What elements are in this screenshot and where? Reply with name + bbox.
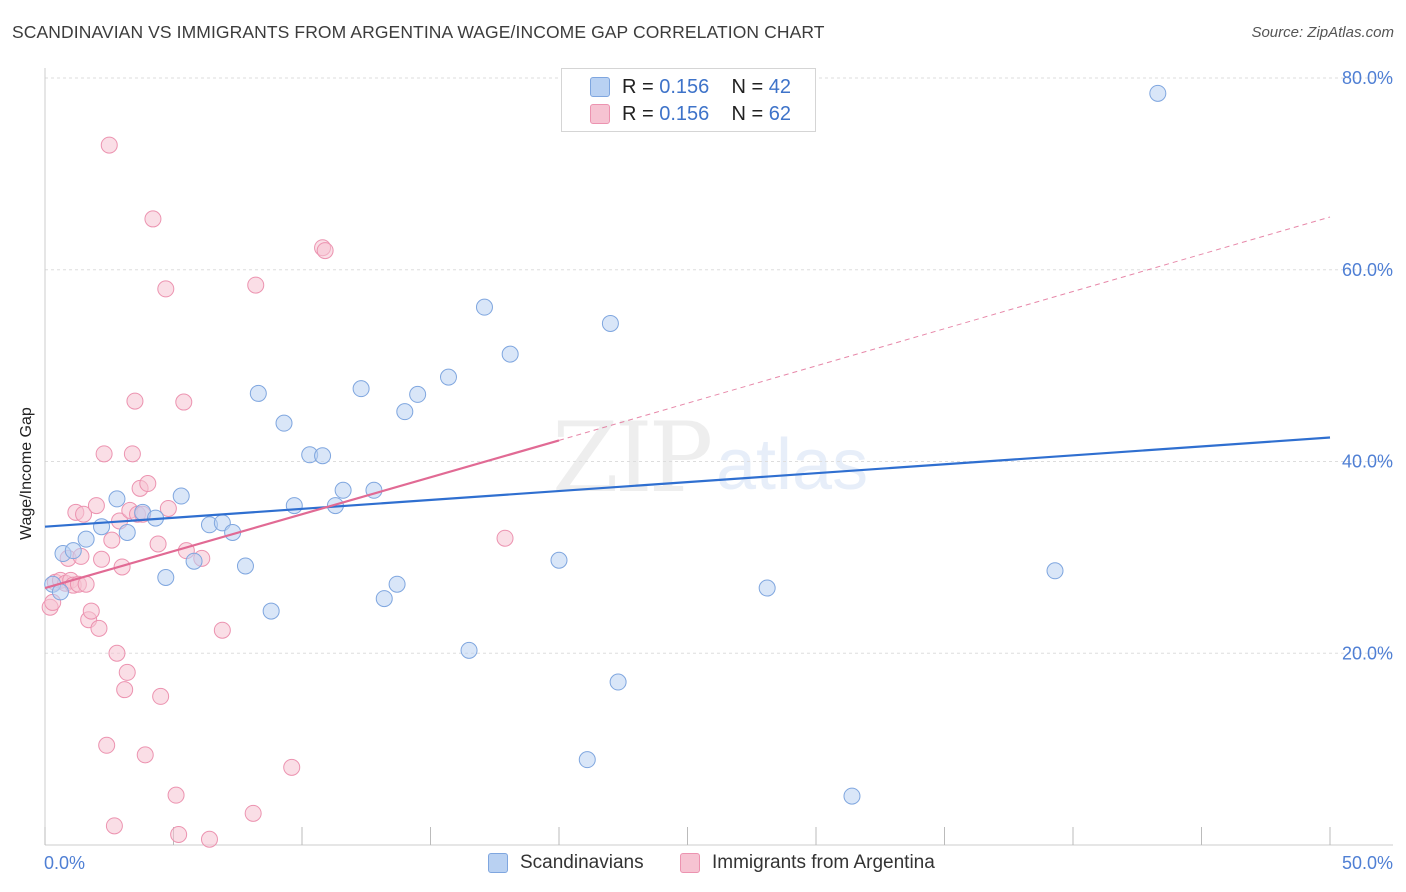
scandinavian-point [236,557,254,575]
scandinavian-point [157,569,175,587]
scandinavian-point [460,641,478,659]
scandinavian-point [185,552,203,570]
correlation-legend: R = 0.156 N = 42 R = 0.156 N = 62 [561,68,816,132]
argentina-point [95,445,113,463]
argentina-trendline [44,439,560,590]
scandinavian-point [578,751,596,769]
argentina-point [90,619,108,637]
argentina-point [75,505,93,523]
x-tick-label: 50.0% [1342,853,1393,873]
argentina-point [170,825,188,843]
scandinavian-point [550,551,568,569]
argentina-point [118,663,136,681]
scandinavian-point [439,368,457,386]
scandinavian-point [249,384,267,402]
scandinavian-point [172,487,190,505]
scandinavian-point [314,447,332,465]
argentina-trendline-extension [558,216,1331,441]
watermark-zip: ZIP [552,402,713,514]
scandinavian-point [409,385,427,403]
argentina-point [283,758,301,776]
argentina-point [157,280,175,298]
scandinavian-point [1046,562,1064,580]
legend-n-value: 42 [768,75,792,98]
argentina-point [100,136,118,154]
y-tick-label: 80.0% [1342,68,1393,88]
bottom-swatch-pink [680,853,700,873]
scandinavian-point [275,414,293,432]
argentina-point [105,817,123,835]
scandinavian-point [843,787,861,805]
scandinavian-point [93,518,111,536]
argentina-point [93,550,111,568]
scandinavian-point [475,298,493,316]
chart-title: SCANDINAVIAN VS IMMIGRANTS FROM ARGENTIN… [12,22,825,42]
argentina-point [144,210,162,228]
argentina-point [247,276,265,294]
argentina-point [139,475,157,493]
argentina-point [149,535,167,553]
legend-row-argentina: R = 0.156 N = 62 [622,101,791,127]
argentina-point [82,602,100,620]
scandinavian-point [1149,84,1167,102]
source-label: Source: ZipAtlas.com [1251,24,1394,41]
scandinavian-point [334,481,352,499]
bottom-legend-scandinavians: Scandinavians [488,852,644,874]
scandinavian-point [388,575,406,593]
argentina-point [175,393,193,411]
legend-n-label: N = [731,75,764,98]
argentina-point [316,242,334,260]
argentina-point [496,529,514,547]
argentina-point [123,445,141,463]
y-tick-label: 40.0% [1342,452,1393,472]
argentina-point [126,392,144,410]
x-tick-label: 0.0% [44,853,85,873]
argentina-point [116,681,134,699]
scandinavian-point [118,523,136,541]
y-tick-label: 20.0% [1342,643,1393,663]
y-axis-label: Wage/Income Gap [18,407,35,540]
watermark-atlas: atlas [716,425,869,505]
scandinavian-point [609,673,627,691]
legend-swatch-pink [590,104,610,124]
bottom-legend-label: Scandinavians [520,852,644,873]
scandinavian-point [64,542,82,560]
argentina-point [103,531,121,549]
legend-n-value: 62 [768,102,792,125]
scandinavian-point [396,403,414,421]
y-tick-label: 60.0% [1342,260,1393,280]
argentina-point [152,687,170,705]
legend-n-label: N = [731,102,764,125]
argentina-point [108,644,126,662]
legend-swatch-blue [590,77,610,97]
legend-r-label: R = [622,102,654,125]
argentina-point [159,499,177,517]
scandinavian-point [262,602,280,620]
argentina-point [244,804,262,822]
scandinavian-point [285,497,303,515]
scandinavian-point [108,490,126,508]
argentina-point [167,786,185,804]
argentina-point [87,497,105,515]
legend-row-scandinavians: R = 0.156 N = 42 [622,74,791,100]
argentina-point [213,621,231,639]
legend-r-label: R = [622,75,654,98]
bottom-swatch-blue [488,853,508,873]
scandinavian-point [601,314,619,332]
scandinavian-point [501,345,519,363]
scandinavian-point [758,579,776,597]
scandinavian-trendline [44,436,1331,528]
argentina-point [98,736,116,754]
bottom-legend-label: Immigrants from Argentina [712,852,935,873]
argentina-point [200,830,218,848]
scandinavian-point [375,590,393,608]
legend-r-value: 0.156 [659,102,710,125]
scandinavian-point [77,530,95,548]
legend-r-value: 0.156 [659,75,710,98]
scandinavian-point [352,380,370,398]
argentina-point [136,746,154,764]
bottom-legend-argentina: Immigrants from Argentina [680,852,935,874]
